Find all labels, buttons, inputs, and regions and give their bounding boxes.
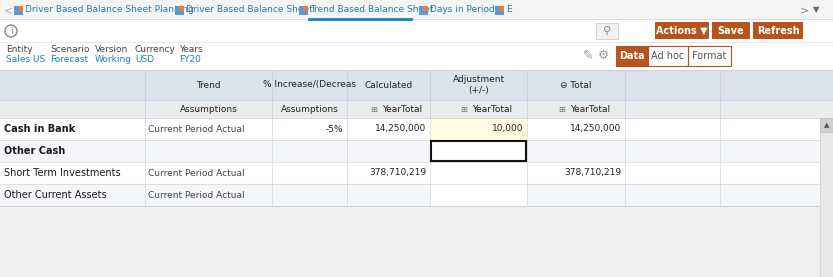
Bar (753, 22, 803, 39)
Text: ⚙: ⚙ (598, 48, 609, 61)
Text: Days in Period: Days in Period (431, 6, 495, 14)
Text: Cash in Bank: Cash in Bank (4, 124, 75, 134)
Text: Current Period Actual: Current Period Actual (148, 191, 245, 199)
Bar (175, 6, 184, 15)
Text: Driver Based Balance Sheet: Driver Based Balance Sheet (186, 6, 312, 14)
Text: Format: Format (692, 51, 726, 61)
Bar (303, 6, 308, 11)
Text: (+/-): (+/-) (468, 86, 489, 94)
Text: ⊞: ⊞ (371, 104, 377, 114)
Text: YearTotal: YearTotal (382, 104, 422, 114)
Bar (179, 6, 184, 11)
Bar (0, 184, 820, 206)
Text: <: < (4, 5, 13, 15)
Bar (499, 6, 504, 11)
Text: Years: Years (179, 45, 203, 55)
Text: 378,710,219: 378,710,219 (369, 168, 426, 178)
Bar (430, 140, 527, 162)
Text: 14,250,000: 14,250,000 (375, 124, 426, 134)
Text: ⊞: ⊞ (461, 104, 467, 114)
Text: Refresh: Refresh (756, 25, 800, 35)
Text: Assumptions: Assumptions (281, 104, 338, 114)
Text: Scenario: Scenario (51, 45, 90, 55)
Text: ⊖ Total: ⊖ Total (561, 81, 591, 89)
Bar (495, 6, 504, 15)
Bar (431, 141, 526, 161)
Bar (712, 22, 750, 39)
Text: Save: Save (718, 25, 745, 35)
Text: ✎: ✎ (583, 48, 593, 61)
Bar (0, 162, 820, 184)
Text: 10,000: 10,000 (491, 124, 523, 134)
Text: i: i (10, 27, 12, 35)
Text: Trend: Trend (197, 81, 221, 89)
Text: 378,710,219: 378,710,219 (564, 168, 621, 178)
Text: -5%: -5% (326, 124, 343, 134)
Bar (430, 118, 527, 140)
Text: Working: Working (95, 55, 132, 63)
Text: Other Cash: Other Cash (4, 146, 65, 156)
Bar (0, 100, 833, 118)
Text: USD: USD (135, 55, 154, 63)
Text: Actions ▼: Actions ▼ (656, 25, 708, 35)
Bar (0, 140, 820, 162)
Text: Version: Version (95, 45, 128, 55)
Text: % Increase/(Decreas: % Increase/(Decreas (263, 81, 356, 89)
Text: 14,250,000: 14,250,000 (570, 124, 621, 134)
Text: Driver Based Balance Sheet Planning: Driver Based Balance Sheet Planning (25, 6, 194, 14)
Bar (0, 42, 833, 70)
Bar (655, 22, 709, 39)
Text: Assumptions: Assumptions (180, 104, 237, 114)
Text: Other Current Assets: Other Current Assets (4, 190, 107, 200)
Bar (820, 118, 833, 132)
Text: Ad hoc: Ad hoc (651, 51, 685, 61)
Bar (0, 118, 820, 140)
Text: ▼: ▼ (813, 6, 820, 14)
Text: >: > (800, 5, 809, 15)
Bar (419, 6, 428, 15)
Text: Forecast: Forecast (51, 55, 88, 63)
Bar (648, 46, 688, 66)
Bar (299, 6, 308, 15)
Text: Entity: Entity (6, 45, 32, 55)
Text: E: E (506, 6, 511, 14)
Text: YearTotal: YearTotal (472, 104, 512, 114)
Bar (18, 6, 23, 11)
Text: Currency: Currency (135, 45, 176, 55)
Text: Current Period Actual: Current Period Actual (148, 168, 245, 178)
Bar (430, 162, 527, 184)
Text: Adjustment: Adjustment (452, 76, 505, 84)
Text: Sales US: Sales US (6, 55, 45, 63)
Text: ⚲: ⚲ (603, 26, 611, 36)
Text: ▲: ▲ (824, 122, 829, 128)
Text: YearTotal: YearTotal (570, 104, 610, 114)
Bar (616, 46, 648, 66)
Text: Short Term Investments: Short Term Investments (4, 168, 121, 178)
Text: Data: Data (619, 51, 645, 61)
Bar (596, 23, 618, 39)
Text: FY20: FY20 (179, 55, 202, 63)
Bar (0, 19, 833, 42)
Bar (0, 0, 833, 19)
Text: ⊞: ⊞ (558, 104, 565, 114)
Bar (820, 118, 833, 277)
Text: Calculated: Calculated (364, 81, 412, 89)
Bar (423, 6, 428, 11)
Bar (0, 70, 833, 100)
Bar (430, 184, 527, 206)
Text: Current Period Actual: Current Period Actual (148, 124, 245, 134)
Bar (688, 46, 731, 66)
Bar (14, 6, 23, 15)
Text: Trend Based Balance Sheet: Trend Based Balance Sheet (310, 6, 433, 14)
